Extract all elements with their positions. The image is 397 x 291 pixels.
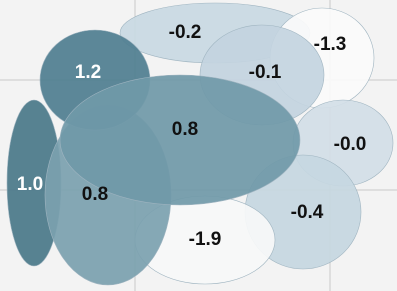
region-label: -0.4 (291, 202, 324, 223)
region-label: -0.0 (334, 134, 367, 155)
region-label: 0.8 (172, 119, 198, 140)
region-label: -1.9 (189, 229, 222, 250)
region-label: -0.2 (169, 22, 202, 43)
region-label: -0.1 (249, 62, 282, 83)
region-label: 1.2 (75, 62, 101, 83)
region-label: -1.3 (314, 34, 347, 55)
region-label: 0.8 (82, 184, 108, 205)
region-label: 1.0 (17, 174, 43, 195)
diagram: -0.2 -1.3 -0.1 -0.0 -0.4 -1.9 1.0 0.8 1.2 0.8 (0, 0, 397, 291)
